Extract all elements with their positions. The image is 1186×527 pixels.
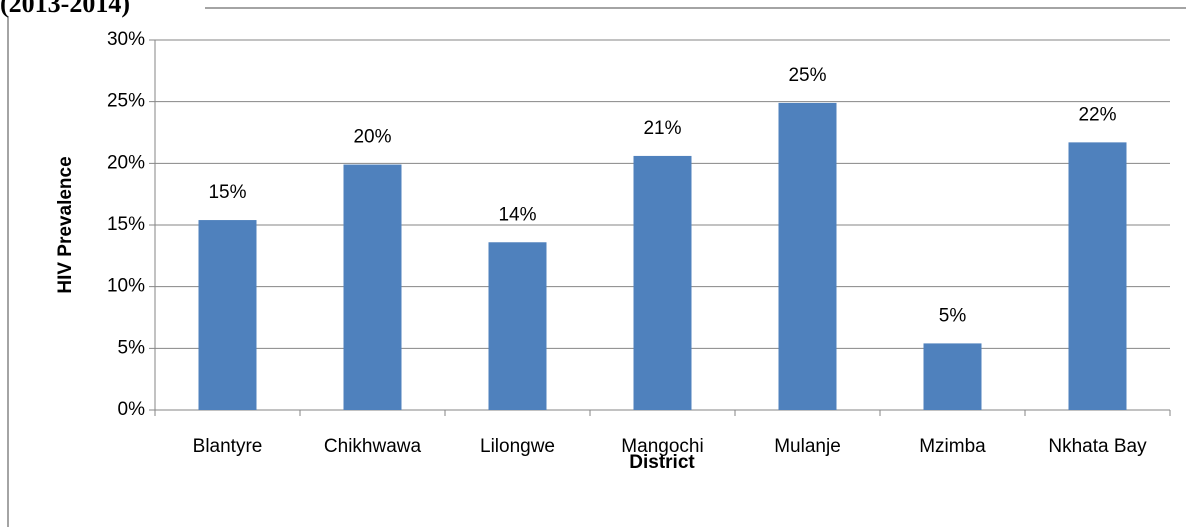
x-tick-label: Nkhata Bay (1048, 436, 1147, 457)
y-axis-title: HIV Prevalence (55, 156, 76, 293)
bar (343, 164, 402, 410)
bar (1068, 142, 1127, 410)
value-label: 25% (788, 65, 826, 86)
value-label: 5% (939, 305, 967, 326)
value-label: 15% (208, 182, 246, 203)
x-tick-label: Mangochi (621, 436, 703, 457)
x-tick-label: Lilongwe (480, 436, 555, 457)
value-label: 14% (498, 204, 536, 225)
chart-frame (7, 7, 1186, 527)
bar (778, 102, 837, 411)
x-axis-title: District (629, 452, 695, 473)
y-tick-label: 0% (118, 399, 146, 420)
value-label: 20% (353, 127, 391, 148)
chart-title: (2013-2014) (0, 0, 130, 18)
y-tick-label: 10% (107, 276, 145, 297)
x-tick-label: Mulanje (774, 436, 841, 457)
title-backdrop (0, 0, 205, 16)
x-tick-label: Chikhwawa (324, 436, 422, 457)
value-label: 21% (643, 118, 681, 139)
x-tick-label: Blantyre (193, 436, 263, 457)
bar (488, 242, 547, 410)
y-tick-label: 20% (107, 152, 145, 173)
value-label: 22% (1078, 104, 1116, 125)
bar (923, 343, 982, 410)
y-tick-label: 30% (107, 29, 145, 50)
y-tick-label: 5% (118, 337, 146, 358)
bar (198, 220, 257, 410)
y-tick-label: 15% (107, 214, 145, 235)
y-tick-label: 25% (107, 91, 145, 112)
bar (633, 155, 692, 410)
x-tick-label: Mzimba (919, 436, 986, 457)
